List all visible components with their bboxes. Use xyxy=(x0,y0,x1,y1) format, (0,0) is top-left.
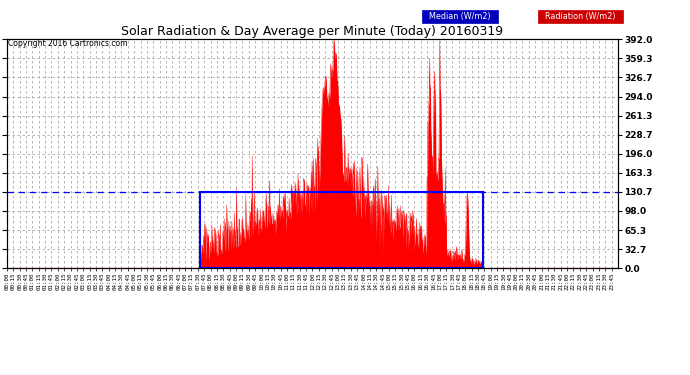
Text: Median (W/m2): Median (W/m2) xyxy=(424,12,496,21)
Title: Solar Radiation & Day Average per Minute (Today) 20160319: Solar Radiation & Day Average per Minute… xyxy=(121,25,503,38)
Bar xyxy=(200,192,482,268)
Text: Copyright 2016 Cartronics.com: Copyright 2016 Cartronics.com xyxy=(8,39,128,48)
Text: Radiation (W/m2): Radiation (W/m2) xyxy=(540,12,621,21)
